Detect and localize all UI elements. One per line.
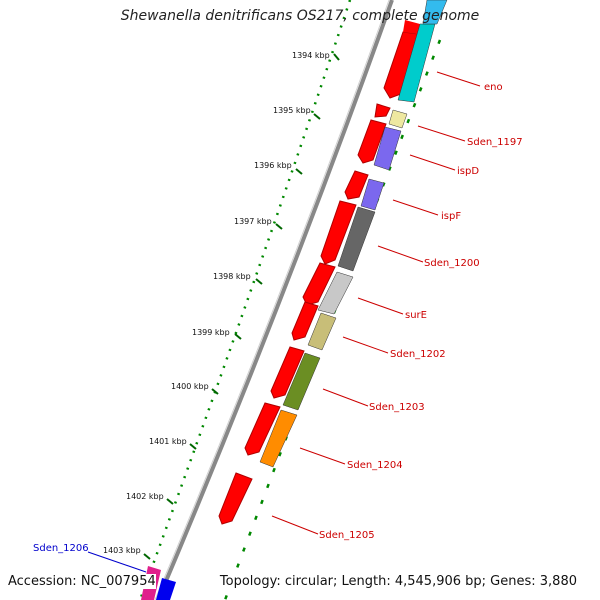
gene-label-sden-1200[interactable]: Sden_1200 bbox=[424, 258, 480, 269]
cds-arrow[interactable] bbox=[374, 103, 391, 118]
gene-label-sden-1204[interactable]: Sden_1204 bbox=[347, 460, 403, 471]
gene-label-eno[interactable]: eno bbox=[484, 82, 503, 93]
gene-label-ispd[interactable]: ispD bbox=[457, 166, 479, 177]
cds-arrow[interactable] bbox=[291, 301, 319, 341]
forward-cds-track bbox=[218, 31, 419, 525]
genome-backbone-highlight bbox=[154, 0, 390, 600]
gene-sden-1200-arrow[interactable] bbox=[337, 206, 376, 272]
tick-label-1394: 1394 kbp bbox=[292, 51, 330, 60]
gene-blue-arrow[interactable] bbox=[156, 578, 176, 600]
topology-text: Topology: circular; Length: 4,545,906 bp… bbox=[219, 574, 577, 589]
accession-text: Accession: NC_007954 bbox=[8, 574, 156, 589]
gene-sden-1204-arrow[interactable] bbox=[259, 409, 298, 468]
tick-label-1396: 1396 kbp bbox=[254, 161, 292, 170]
gene-label-sden-1202[interactable]: Sden_1202 bbox=[390, 349, 446, 360]
gene-cds-track bbox=[259, 0, 448, 468]
gene-label-sure[interactable]: surE bbox=[405, 310, 427, 321]
tick-label-1403: 1403 kbp bbox=[103, 546, 141, 555]
map-title: Shewanella denitrificans OS217, complete… bbox=[120, 8, 480, 24]
label-leaders bbox=[271, 71, 481, 535]
gene-eno-cap bbox=[422, 0, 448, 25]
gene-label-sden-1203[interactable]: Sden_1203 bbox=[369, 402, 425, 413]
tick-label-1401: 1401 kbp bbox=[149, 437, 187, 446]
tick-label-1402: 1402 kbp bbox=[126, 492, 164, 501]
gene-ispd-arrow[interactable] bbox=[373, 126, 402, 171]
tick-label-1400: 1400 kbp bbox=[171, 382, 209, 391]
tick-marks bbox=[143, 53, 340, 560]
cds-arrow[interactable] bbox=[218, 472, 253, 525]
cds-arrow[interactable] bbox=[270, 346, 305, 399]
gene-ispf-arrow[interactable] bbox=[360, 178, 385, 211]
cds-arrow[interactable] bbox=[302, 262, 336, 306]
gene-sden-1197-arrow[interactable] bbox=[388, 109, 408, 129]
tick-label-1399: 1399 kbp bbox=[192, 328, 230, 337]
genome-backbone bbox=[156, 0, 394, 600]
gene-label-ispf[interactable]: ispF bbox=[441, 211, 461, 222]
cds-arrow[interactable] bbox=[383, 31, 419, 99]
gene-label-sden-1197[interactable]: Sden_1197 bbox=[467, 137, 523, 148]
gene-sden-1203-arrow[interactable] bbox=[282, 352, 321, 411]
cds-arrow[interactable] bbox=[244, 402, 281, 456]
cds-arrow[interactable] bbox=[403, 20, 420, 34]
cds-arrow[interactable] bbox=[320, 200, 357, 265]
gene-label-sden-1205[interactable]: Sden_1205 bbox=[319, 530, 375, 541]
cds-arrow[interactable] bbox=[357, 119, 387, 164]
gene-sure-arrow[interactable] bbox=[317, 271, 354, 315]
sden-1206-leader bbox=[87, 551, 147, 573]
tick-label-1397: 1397 kbp bbox=[234, 217, 272, 226]
tick-label-1395: 1395 kbp bbox=[273, 106, 311, 115]
cds-arrow[interactable] bbox=[344, 170, 369, 200]
gene-label-sden-1206[interactable]: Sden_1206 bbox=[33, 543, 89, 554]
gene-sden-1202-arrow[interactable] bbox=[307, 312, 337, 351]
tick-label-1398: 1398 kbp bbox=[213, 272, 251, 281]
